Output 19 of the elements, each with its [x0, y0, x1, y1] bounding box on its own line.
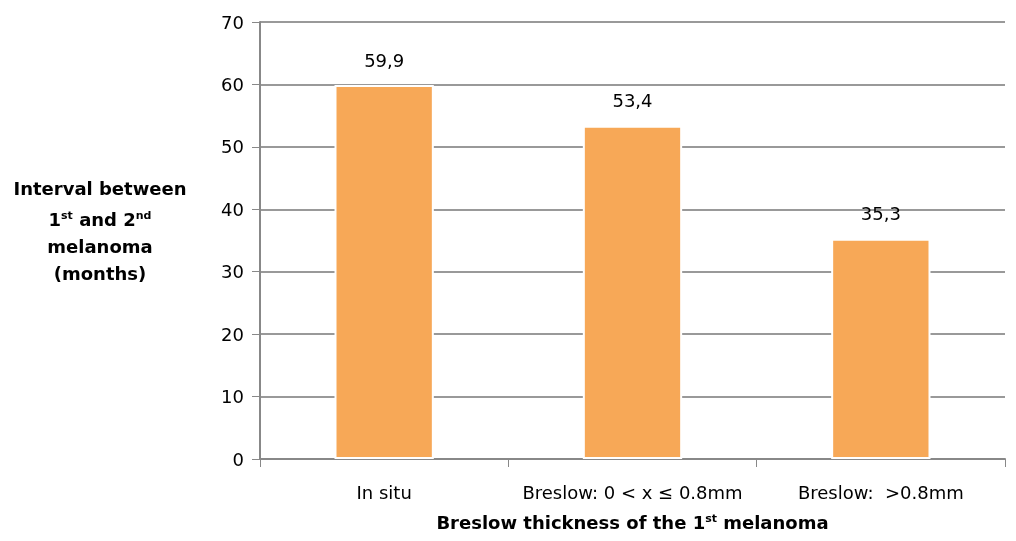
y-tick-label: 10 [221, 386, 244, 408]
data-label: 59,9 [364, 49, 405, 71]
bar [334, 85, 434, 459]
x-tick-label: Breslow: >0.8mm [797, 481, 964, 503]
y-tick-label: 60 [221, 73, 244, 95]
data-label: 53,4 [612, 90, 653, 112]
x-tick-label: Breslow: 0 < x ≤ 0.8mm [522, 481, 743, 503]
y-tick-label: 30 [221, 261, 244, 283]
y-tick-label: 20 [221, 323, 244, 345]
x-axis-title: Breslow thickness of the 1$^{st}$ melanoma [435, 512, 830, 533]
bar [582, 125, 683, 459]
bar [831, 238, 931, 459]
y-tick-label: 50 [221, 136, 244, 158]
y-tick-label: 40 [221, 198, 244, 220]
y-tick-label: 0 [232, 448, 244, 470]
x-tick-label: In situ [356, 481, 412, 503]
y-tick-label: 70 [221, 11, 244, 33]
text: Interval between 1$^{st}$ and 2$^{nd}$ melanoma (months) [13, 178, 187, 284]
data-label: 35,3 [860, 203, 901, 225]
